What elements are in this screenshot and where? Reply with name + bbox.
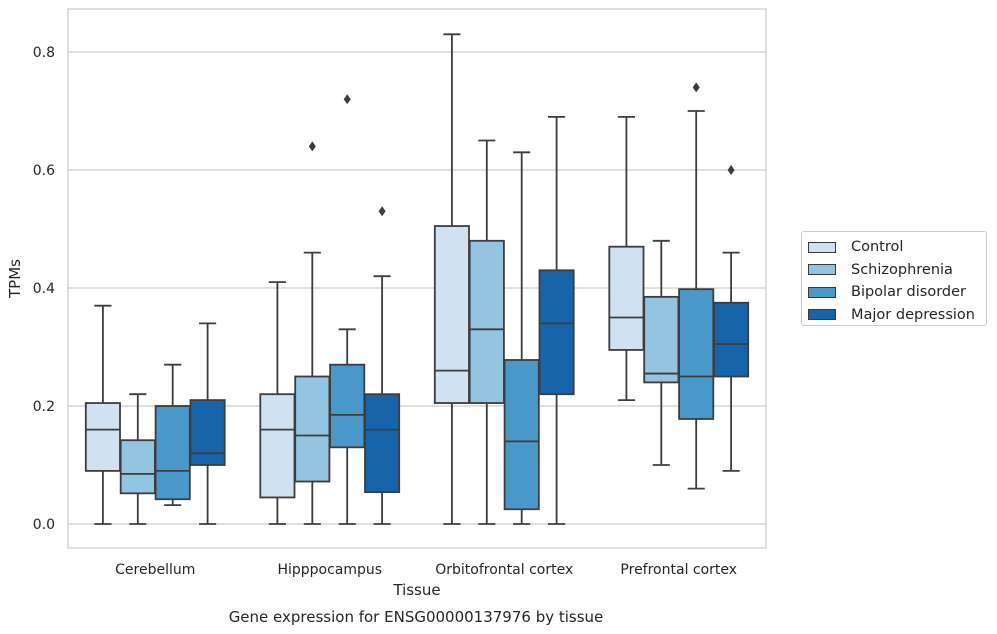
box [713, 301, 750, 378]
boxes [84, 33, 750, 525]
y-tick-label: 0.0 [33, 517, 55, 533]
box-group [364, 206, 401, 525]
x-tick-label: Prefrontal cortex [620, 562, 737, 578]
y-axis-label: TPMs [6, 259, 24, 299]
box [364, 393, 401, 494]
chart-title: Gene expression for ENSG00000137976 by t… [229, 608, 604, 626]
box-group [259, 281, 296, 525]
box-group [713, 165, 750, 472]
x-tick-label: Cerebellum [115, 562, 195, 578]
box [119, 439, 156, 495]
box [329, 363, 366, 449]
legend-entry: Major depression [808, 304, 986, 327]
x-tick-labels: Cerebellum Hipppocampus Orbitofrontal cort… [115, 562, 737, 578]
box-group [608, 116, 645, 402]
plot-area-frame [67, 8, 767, 549]
box [294, 375, 331, 483]
box [643, 295, 680, 384]
box [259, 393, 296, 499]
box-group [294, 141, 331, 525]
legend-label: Control [851, 239, 904, 256]
box-group [538, 116, 575, 525]
legend-swatch [808, 264, 836, 276]
box [503, 359, 540, 511]
outlier-point [727, 165, 735, 175]
y-tick-label: 0.6 [33, 163, 55, 179]
y-tick-labels: 0.0 0.2 0.4 0.6 0.8 [33, 45, 55, 533]
box-group [329, 94, 366, 525]
legend-swatch [808, 309, 836, 321]
box [433, 225, 470, 404]
x-tick-label: Hipppocampus [277, 562, 382, 578]
box [468, 239, 505, 404]
outlier-point [378, 206, 386, 217]
legend-swatch [808, 286, 836, 298]
box-group [503, 151, 540, 525]
box [189, 399, 226, 466]
box-group [119, 393, 156, 525]
box-group [468, 139, 505, 525]
box-group [643, 239, 680, 466]
box-group [678, 82, 715, 490]
x-tick-label: Orbitofrontal cortex [435, 562, 573, 578]
legend-label: Bipolar disorder [851, 284, 966, 301]
legend-entry: Bipolar disorder [808, 281, 986, 304]
y-tick-label: 0.2 [33, 399, 55, 415]
outlier-point [343, 94, 351, 105]
box [608, 245, 645, 351]
outlier-point [692, 82, 700, 93]
y-tick-label: 0.4 [33, 281, 55, 297]
box-group [154, 363, 191, 507]
box-group [433, 33, 470, 525]
box-group [189, 322, 226, 525]
box [84, 402, 121, 472]
legend: Control Schizophrenia Bipolar disorder Majo… [801, 231, 987, 326]
legend-entry: Control [808, 236, 986, 259]
box [678, 288, 715, 420]
x-axis-label: Tissue [392, 581, 440, 599]
legend-label: Schizophrenia [851, 261, 953, 278]
legend-entry: Schizophrenia [808, 259, 986, 282]
outlier-point [308, 141, 316, 152]
legend-swatch [808, 241, 836, 253]
legend-label: Major depression [851, 306, 975, 323]
box-group [84, 304, 121, 525]
box [538, 269, 575, 396]
y-tick-label: 0.8 [33, 45, 55, 61]
box [154, 405, 191, 501]
